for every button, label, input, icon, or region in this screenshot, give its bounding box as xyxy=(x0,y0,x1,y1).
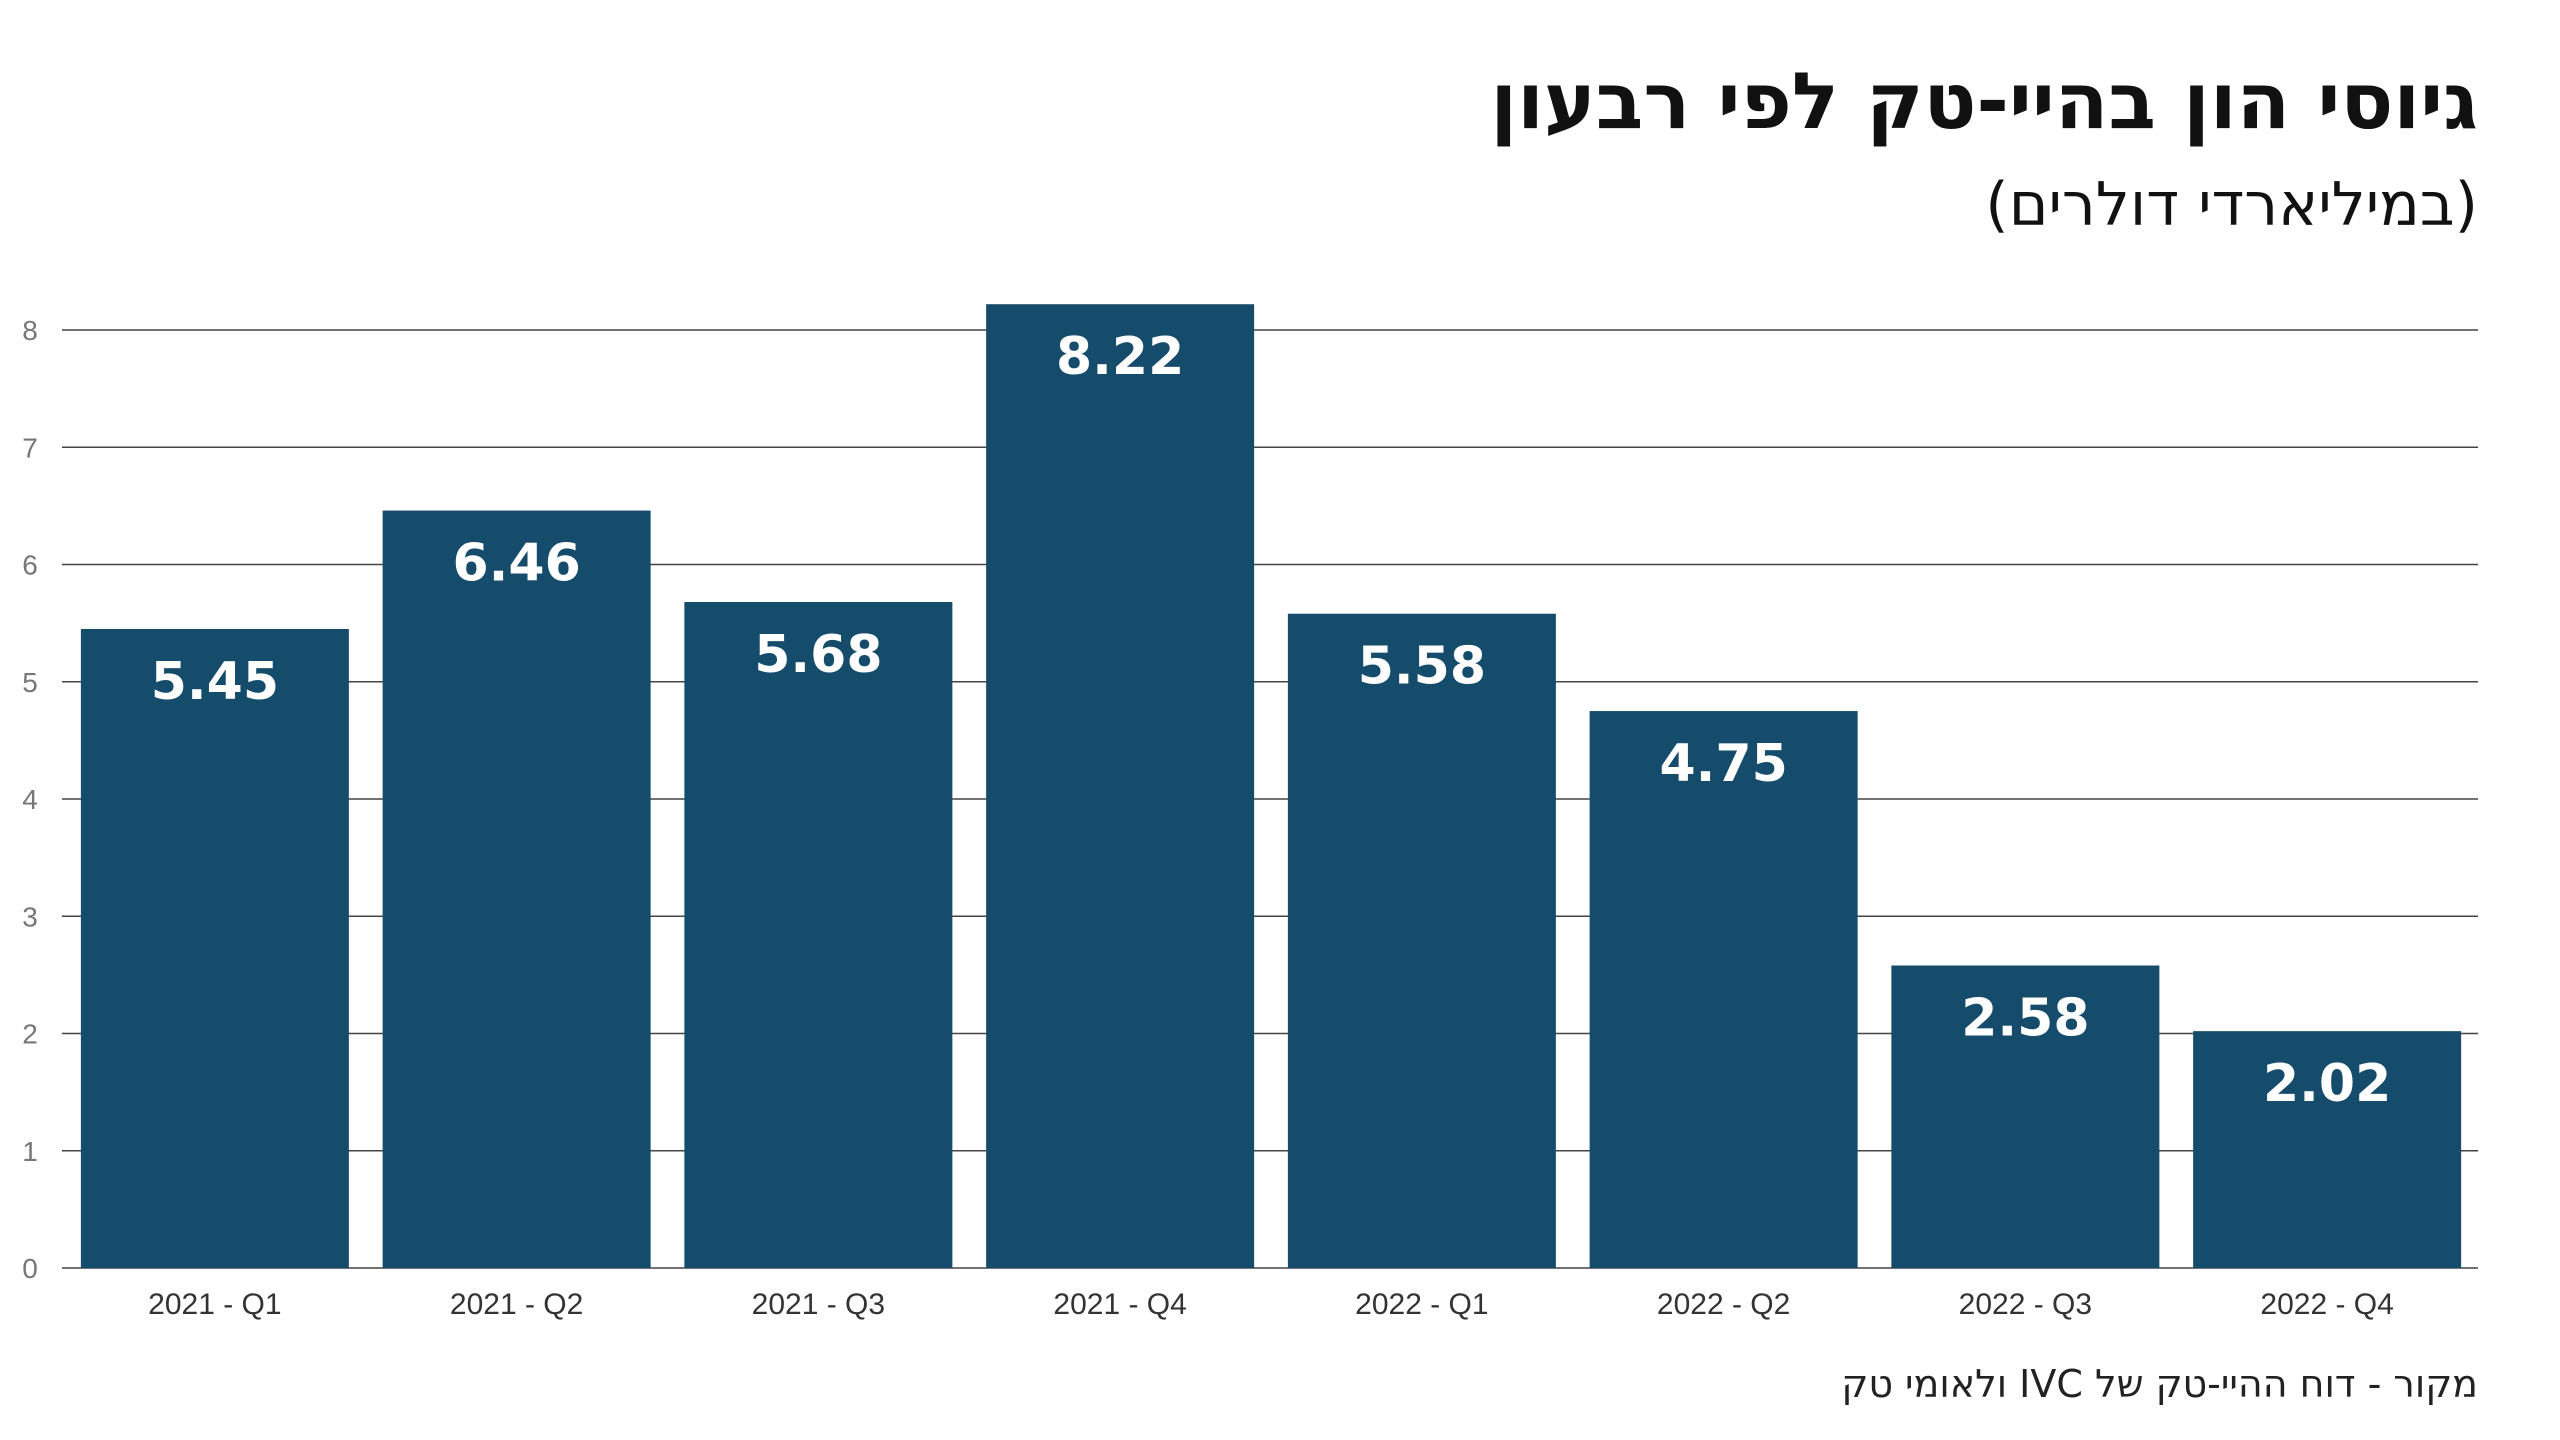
y-tick-label: 4 xyxy=(22,784,38,815)
y-tick-label: 3 xyxy=(22,901,38,932)
bar-value-label: 5.68 xyxy=(754,625,882,685)
x-axis-ticks: 2021 - Q1 2021 - Q2 2021 - Q3 2021 - Q4 2022… xyxy=(148,1288,2394,1321)
x-tick-label: 2022 - Q4 xyxy=(2260,1288,2393,1321)
y-tick-label: 2 xyxy=(22,1019,38,1050)
bar-value-label: 2.02 xyxy=(2263,1054,2391,1114)
chart-title: גיוסי הון בהיי-טק לפי רבעון xyxy=(1490,57,2478,147)
bar-value-label: 4.75 xyxy=(1659,734,1787,794)
bar-value-labels: 5.45 6.46 5.68 8.22 5.58 4.75 2.58 2.02 xyxy=(151,327,2392,1114)
bar-value-label: 8.22 xyxy=(1056,327,1184,387)
bar-5 xyxy=(1287,613,1556,1268)
bar-value-label: 5.45 xyxy=(151,652,279,712)
chart-subtitle: (במיליארדי דולרים) xyxy=(1985,170,2478,240)
bar-7 xyxy=(1891,965,2160,1268)
bar-3 xyxy=(684,602,953,1268)
bar-value-label: 5.58 xyxy=(1358,637,1486,697)
x-tick-label: 2022 - Q1 xyxy=(1355,1288,1488,1321)
y-tick-label: 1 xyxy=(22,1136,38,1167)
bar-1 xyxy=(80,628,349,1268)
x-tick-label: 2021 - Q3 xyxy=(752,1288,885,1321)
bar-4 xyxy=(986,304,1255,1269)
x-tick-label: 2022 - Q2 xyxy=(1657,1288,1790,1321)
y-tick-label: 0 xyxy=(22,1253,38,1284)
source-note: מקור - דוח ההיי-טק של IVC ולאומי טק xyxy=(1841,1362,2478,1406)
bar-8 xyxy=(2193,1031,2462,1268)
y-tick-label: 8 xyxy=(22,315,38,346)
bar-6 xyxy=(1589,711,1858,1268)
x-tick-label: 2021 - Q2 xyxy=(450,1288,583,1321)
x-tick-label: 2021 - Q1 xyxy=(148,1288,281,1321)
x-tick-label: 2021 - Q4 xyxy=(1053,1288,1186,1321)
y-tick-label: 5 xyxy=(22,667,38,698)
bars xyxy=(80,304,2462,1269)
bar-value-label: 6.46 xyxy=(452,534,580,594)
bar-2 xyxy=(382,510,651,1268)
x-tick-label: 2022 - Q3 xyxy=(1959,1288,2092,1321)
bar-value-label: 2.58 xyxy=(1961,988,2089,1048)
y-tick-label: 6 xyxy=(22,550,38,581)
y-axis-ticks: 0 1 2 3 4 5 6 7 8 xyxy=(22,315,38,1284)
y-tick-label: 7 xyxy=(22,432,38,463)
